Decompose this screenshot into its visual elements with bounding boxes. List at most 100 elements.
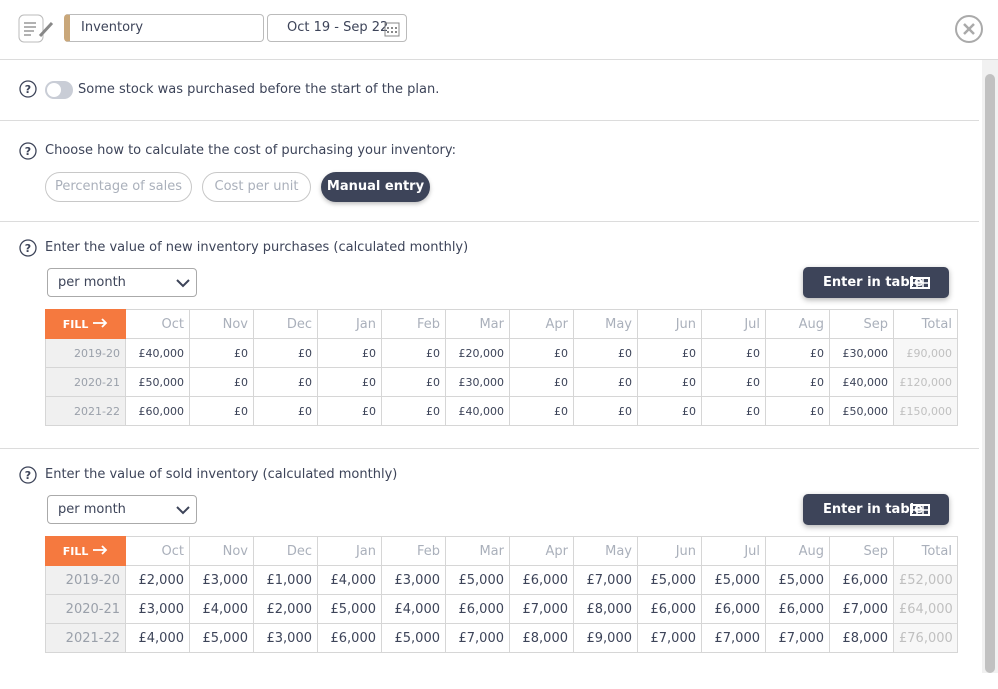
value-cell[interactable]: £7,000 (701, 623, 766, 653)
scroll-thumb[interactable] (985, 74, 995, 673)
value-cell[interactable]: £6,000 (765, 594, 830, 624)
value-cell[interactable]: £40,000 (125, 338, 190, 368)
close-button[interactable] (954, 14, 984, 44)
help-icon[interactable]: ? (19, 239, 37, 257)
scrollbar[interactable] (982, 60, 998, 673)
value-cell[interactable]: £0 (317, 338, 382, 368)
value-cell[interactable]: £20,000 (445, 338, 510, 368)
value-cell[interactable]: £1,000 (253, 565, 318, 595)
value-cell[interactable]: £2,000 (125, 565, 190, 595)
plan-title[interactable]: Inventory (64, 14, 264, 42)
enter-table-button[interactable]: Enter in table (803, 494, 949, 525)
value-cell[interactable]: £5,000 (637, 565, 702, 595)
value-cell[interactable]: £8,000 (573, 594, 638, 624)
value-cell[interactable]: £8,000 (829, 623, 894, 653)
help-icon[interactable]: ? (19, 80, 37, 98)
value-cell[interactable]: £0 (381, 338, 446, 368)
value-cell[interactable]: £3,000 (381, 565, 446, 595)
value-cell[interactable]: £7,000 (445, 623, 510, 653)
value-cell[interactable]: £5,000 (317, 594, 382, 624)
value-cell[interactable]: £0 (253, 367, 318, 397)
value-cell[interactable]: £0 (317, 396, 382, 426)
value-cell[interactable]: £0 (765, 338, 830, 368)
fill-button[interactable]: FILL (45, 536, 126, 566)
value-cell[interactable]: £9,000 (573, 623, 638, 653)
value-cell[interactable]: £0 (253, 338, 318, 368)
value-cell[interactable]: £0 (509, 367, 574, 397)
toggle[interactable] (45, 81, 73, 99)
column-header: Jun (637, 309, 702, 339)
button-text: Enter in table (823, 275, 923, 290)
value-cell[interactable]: £7,000 (829, 594, 894, 624)
enter-table-button[interactable]: Enter in table (803, 267, 949, 298)
option[interactable]: Cost per unit (202, 172, 311, 202)
value-cell[interactable]: £0 (381, 396, 446, 426)
value-cell[interactable]: £7,000 (637, 623, 702, 653)
value-cell[interactable]: £0 (701, 396, 766, 426)
value-cell[interactable]: £0 (765, 367, 830, 397)
column-header: Jan (317, 309, 382, 339)
option[interactable]: Percentage of sales (45, 172, 192, 202)
value-cell[interactable]: £5,000 (381, 623, 446, 653)
value-cell[interactable]: £3,000 (125, 594, 190, 624)
value-cell[interactable]: £6,000 (509, 565, 574, 595)
date-range[interactable]: Oct 19 - Sep 22 (267, 14, 407, 42)
value-cell[interactable]: £0 (637, 338, 702, 368)
fill-button[interactable]: FILL (45, 309, 126, 339)
value-cell[interactable]: £4,000 (189, 594, 254, 624)
value-cell[interactable]: £5,000 (189, 623, 254, 653)
value-cell[interactable]: £5,000 (701, 565, 766, 595)
value-cell[interactable]: £50,000 (125, 367, 190, 397)
table-icon (910, 504, 930, 516)
value-cell[interactable]: £0 (637, 367, 702, 397)
period-select[interactable]: per month (47, 268, 197, 297)
value-cell[interactable]: £30,000 (829, 338, 894, 368)
button-text: Enter in table (823, 502, 923, 517)
value-cell[interactable]: £0 (701, 367, 766, 397)
value-cell[interactable]: £0 (573, 338, 638, 368)
value-cell[interactable]: £4,000 (125, 623, 190, 653)
value-cell[interactable]: £5,000 (445, 565, 510, 595)
value-cell[interactable]: £50,000 (829, 396, 894, 426)
option-selected[interactable]: Manual entry (321, 172, 430, 202)
value-cell[interactable]: £5,000 (765, 565, 830, 595)
value-cell[interactable]: £0 (701, 338, 766, 368)
page: Inventory html, body { margin: 0; paddin… (0, 14, 998, 673)
value-cell[interactable]: £3,000 (189, 565, 254, 595)
value-cell[interactable]: £0 (573, 367, 638, 397)
value-cell[interactable]: £0 (189, 396, 254, 426)
value-cell[interactable]: £6,000 (317, 623, 382, 653)
column-header: Apr (509, 536, 574, 566)
value-cell[interactable]: £4,000 (317, 565, 382, 595)
value-cell[interactable]: £7,000 (573, 565, 638, 595)
value-cell[interactable]: £7,000 (765, 623, 830, 653)
value-cell[interactable]: £30,000 (445, 367, 510, 397)
help-icon[interactable]: ? (19, 466, 37, 484)
value-cell[interactable]: £6,000 (701, 594, 766, 624)
value-cell[interactable]: £0 (509, 338, 574, 368)
value-cell[interactable]: £0 (381, 367, 446, 397)
value-cell[interactable]: £8,000 (509, 623, 574, 653)
value-cell[interactable]: £60,000 (125, 396, 190, 426)
value-cell[interactable]: £0 (573, 396, 638, 426)
value-cell[interactable]: £2,000 (253, 594, 318, 624)
value-cell[interactable]: £0 (509, 396, 574, 426)
total-cell: £90,000 (893, 338, 958, 368)
value-cell[interactable]: £6,000 (637, 594, 702, 624)
value-cell[interactable]: £0 (637, 396, 702, 426)
value-cell[interactable]: £6,000 (829, 565, 894, 595)
value-cell[interactable]: £40,000 (445, 396, 510, 426)
help-icon[interactable]: ? (19, 142, 37, 160)
value-cell[interactable]: £0 (189, 367, 254, 397)
value-cell[interactable]: £3,000 (253, 623, 318, 653)
value-cell[interactable]: £7,000 (509, 594, 574, 624)
value-cell[interactable]: £6,000 (445, 594, 510, 624)
value-cell[interactable]: £0 (189, 338, 254, 368)
value-cell[interactable]: £4,000 (381, 594, 446, 624)
value-cell[interactable]: £40,000 (829, 367, 894, 397)
value-cell[interactable]: £0 (317, 367, 382, 397)
value-cell[interactable]: £0 (253, 396, 318, 426)
value-cell[interactable]: £0 (765, 396, 830, 426)
column-header: Mar (445, 309, 510, 339)
period-select[interactable]: per month (47, 495, 197, 524)
